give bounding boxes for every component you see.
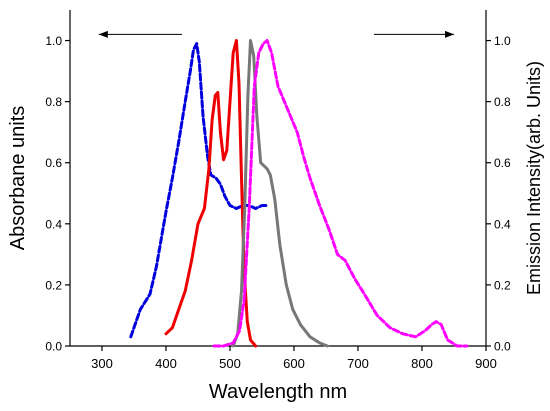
x-tick-label: 400: [155, 356, 177, 371]
y-right-tick-label: 0.8: [494, 95, 511, 109]
y-right-tick-label: 0.6: [494, 156, 511, 170]
x-tick-label: 300: [91, 356, 113, 371]
y-left-tick-label: 0.2: [45, 278, 62, 292]
y-axis-title-left: Absorbane units: [7, 106, 29, 251]
x-tick-label: 900: [475, 356, 497, 371]
x-tick-label: 600: [283, 356, 305, 371]
y-left-tick-label: 0.4: [45, 217, 62, 231]
y-right-tick-label: 1.0: [494, 34, 511, 48]
y-left-tick-label: 0.0: [45, 340, 62, 354]
emission-series-red: [164, 39, 258, 348]
y-right-tick-label: 0.4: [494, 217, 511, 231]
x-tick-label: 800: [411, 356, 433, 371]
y-right-tick-label: 0.2: [494, 278, 511, 292]
y-axis-title-right: Emission Intensity(arb. Units): [524, 61, 544, 295]
y-left-tick-label: 0.8: [45, 95, 62, 109]
x-tick-label: 700: [347, 356, 369, 371]
left-axis-arrow-head: [98, 30, 108, 38]
y-right-tick-label: 0.0: [494, 340, 511, 354]
x-tick-label: 500: [219, 356, 241, 371]
x-axis-title: Wavelength nm: [209, 381, 347, 403]
emission-series-gray: [231, 39, 329, 348]
emission-series-magenta: [212, 39, 469, 348]
right-axis-arrow-head: [445, 30, 454, 38]
y-left-tick-label: 1.0: [45, 34, 62, 48]
y-left-tick-label: 0.6: [45, 156, 62, 170]
